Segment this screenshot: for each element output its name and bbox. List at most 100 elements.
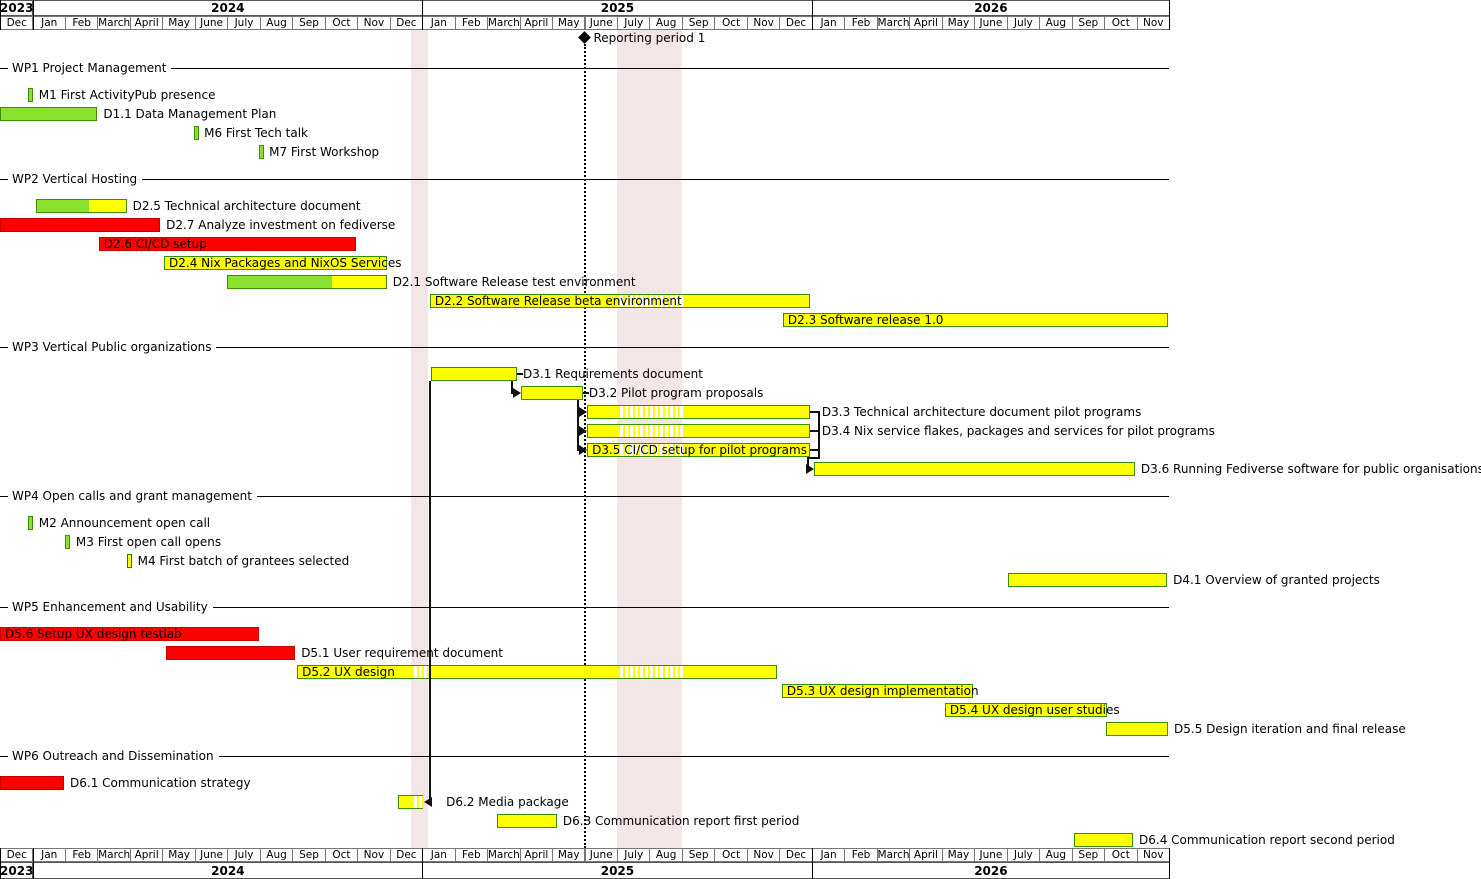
gantt-bar-D3.4[interactable] [587,424,810,438]
wp-header-dash [0,67,8,69]
gantt-bar-D6.4[interactable] [1074,833,1133,847]
year-cell: 2025 [422,862,813,879]
gantt-bar-D5.4[interactable]: D5.4 UX design user studies [944,703,1120,717]
month-cell: Nov [357,848,391,862]
gantt-bar-D2.1[interactable] [226,275,387,289]
gantt-bar-D1.1[interactable] [0,107,98,121]
milestone-M4[interactable] [127,554,133,568]
vacation-hatch [617,425,683,437]
gantt-bar-D6.1[interactable] [0,776,64,790]
wp-header-rule [218,755,1169,757]
month-cell: July [227,16,261,30]
bar-label-D3.5: D3.5 CI/CD setup for pilot programs [592,443,807,457]
year-separator [32,848,34,879]
gantt-bar-D5.6[interactable]: D5.6 Setup UX design testlab [0,627,260,641]
wp-header-5: WP5 Enhancement and Usability [0,599,1169,615]
month-cell: April [909,16,943,30]
year-separator [1169,0,1170,30]
month-cell: Aug [649,848,683,862]
gantt-bar-D5.5[interactable] [1106,722,1168,736]
month-cell: July [1006,16,1041,30]
dependency-line [817,411,820,459]
bar-label-D1.1: D1.1 Data Management Plan [103,107,277,121]
milestone-M3[interactable] [65,535,71,549]
wp-header-label: WP2 Vertical Hosting [12,172,138,186]
bar-label-D3.6: D3.6 Running Fediverse software for publ… [1140,462,1481,476]
month-cell: Feb [844,848,878,862]
month-cell: Oct [1104,16,1138,30]
month-cell: April [519,16,554,30]
year-cell: 2024 [32,0,424,16]
wp-header-rule [171,67,1169,69]
month-cell: Oct [324,16,359,30]
bar-label-D3.2: D3.2 Pilot program proposals [588,386,764,400]
bar-label-D2.6: D2.6 CI/CD setup [103,237,207,251]
wp-header-2: WP2 Vertical Hosting [0,171,1169,187]
gantt-bar-D5.2[interactable]: D5.2 UX design [297,665,777,679]
year-separator [0,0,1,30]
month-cell: Dec [389,848,424,862]
gantt-bar-D3.3[interactable] [587,405,810,419]
month-cell: Aug [259,16,294,30]
wp-header-dash [0,755,8,757]
month-cell: Sep [1071,16,1106,30]
year-separator [811,0,813,30]
year-separator [422,848,424,879]
bar-label-D3.3: D3.3 Technical architecture document pil… [821,405,1142,419]
bar-label-D2.5: D2.5 Technical architecture document [132,199,361,213]
gantt-bar-D2.6[interactable]: D2.6 CI/CD setup [98,237,356,251]
month-cell: July [1006,848,1041,862]
month-cell: Dec [779,16,813,30]
gantt-bar-D3.1[interactable] [430,367,517,381]
gantt-bar-D2.2[interactable]: D2.2 Software Release beta environment [429,294,810,308]
gantt-bar-D3.6[interactable] [814,462,1135,476]
gantt-bar-D6.3[interactable] [497,814,557,828]
gantt-bar-D2.3[interactable]: D2.3 Software release 1.0 [782,313,1168,327]
bar-label-D6.2: D6.2 Media package [446,795,569,809]
bar-label-D6.1: D6.1 Communication strategy [70,776,251,790]
gantt-bar-D2.4[interactable]: D2.4 Nix Packages and NixOS Services [164,256,401,270]
month-cell: April [909,848,943,862]
month-cell: Aug [1039,16,1073,30]
month-cell: Feb [844,16,878,30]
year-separator [32,0,34,30]
gantt-bar-D2.7[interactable] [0,218,161,232]
month-cell: Sep [292,848,326,862]
year-separator [422,0,424,30]
month-cell: Oct [324,848,359,862]
dependency-line [576,449,580,451]
gantt-bar-D2.5[interactable] [36,199,127,213]
month-cell: Feb [454,848,489,862]
month-cell: March [97,16,131,30]
wp-header-label: WP3 Vertical Public organizations [12,340,212,354]
milestone-label-M1: M1 First ActivityPub presence [38,88,216,102]
milestone-M7[interactable] [258,145,264,159]
gantt-bar-D6.2[interactable] [398,795,425,809]
gantt-bar-D4.1[interactable] [1007,573,1167,587]
month-cell: Nov [357,16,391,30]
gantt-bar-D5.1[interactable] [165,646,296,660]
month-cell: Sep [681,848,716,862]
wp-header-label: WP5 Enhancement and Usability [12,600,208,614]
milestone-M6[interactable] [193,126,199,140]
vacation-hatch [412,796,425,808]
reporting-period-diamond-icon [578,31,591,44]
milestone-label-M7: M7 First Workshop [269,145,380,159]
month-cell: March [876,848,911,862]
year-separator [811,848,813,879]
wp-header-dash [0,178,8,180]
wp-header-3: WP3 Vertical Public organizations [0,339,1169,355]
month-cell: Aug [649,16,683,30]
vacation-band [617,30,682,848]
gantt-bar-D5.3[interactable]: D5.3 UX design implementation [781,684,979,698]
wp-header-dash [0,346,8,348]
bar-label-D5.2: D5.2 UX design [302,665,395,679]
month-cell: April [129,848,164,862]
gantt-bar-D3.5[interactable]: D3.5 CI/CD setup for pilot programs [587,443,810,457]
gantt-bar-D3.2[interactable] [520,386,583,400]
month-cell: March [487,848,521,862]
month-cell: July [227,848,261,862]
milestone-M2[interactable] [28,516,34,530]
milestone-M1[interactable] [28,88,34,102]
month-cell: April [129,16,164,30]
